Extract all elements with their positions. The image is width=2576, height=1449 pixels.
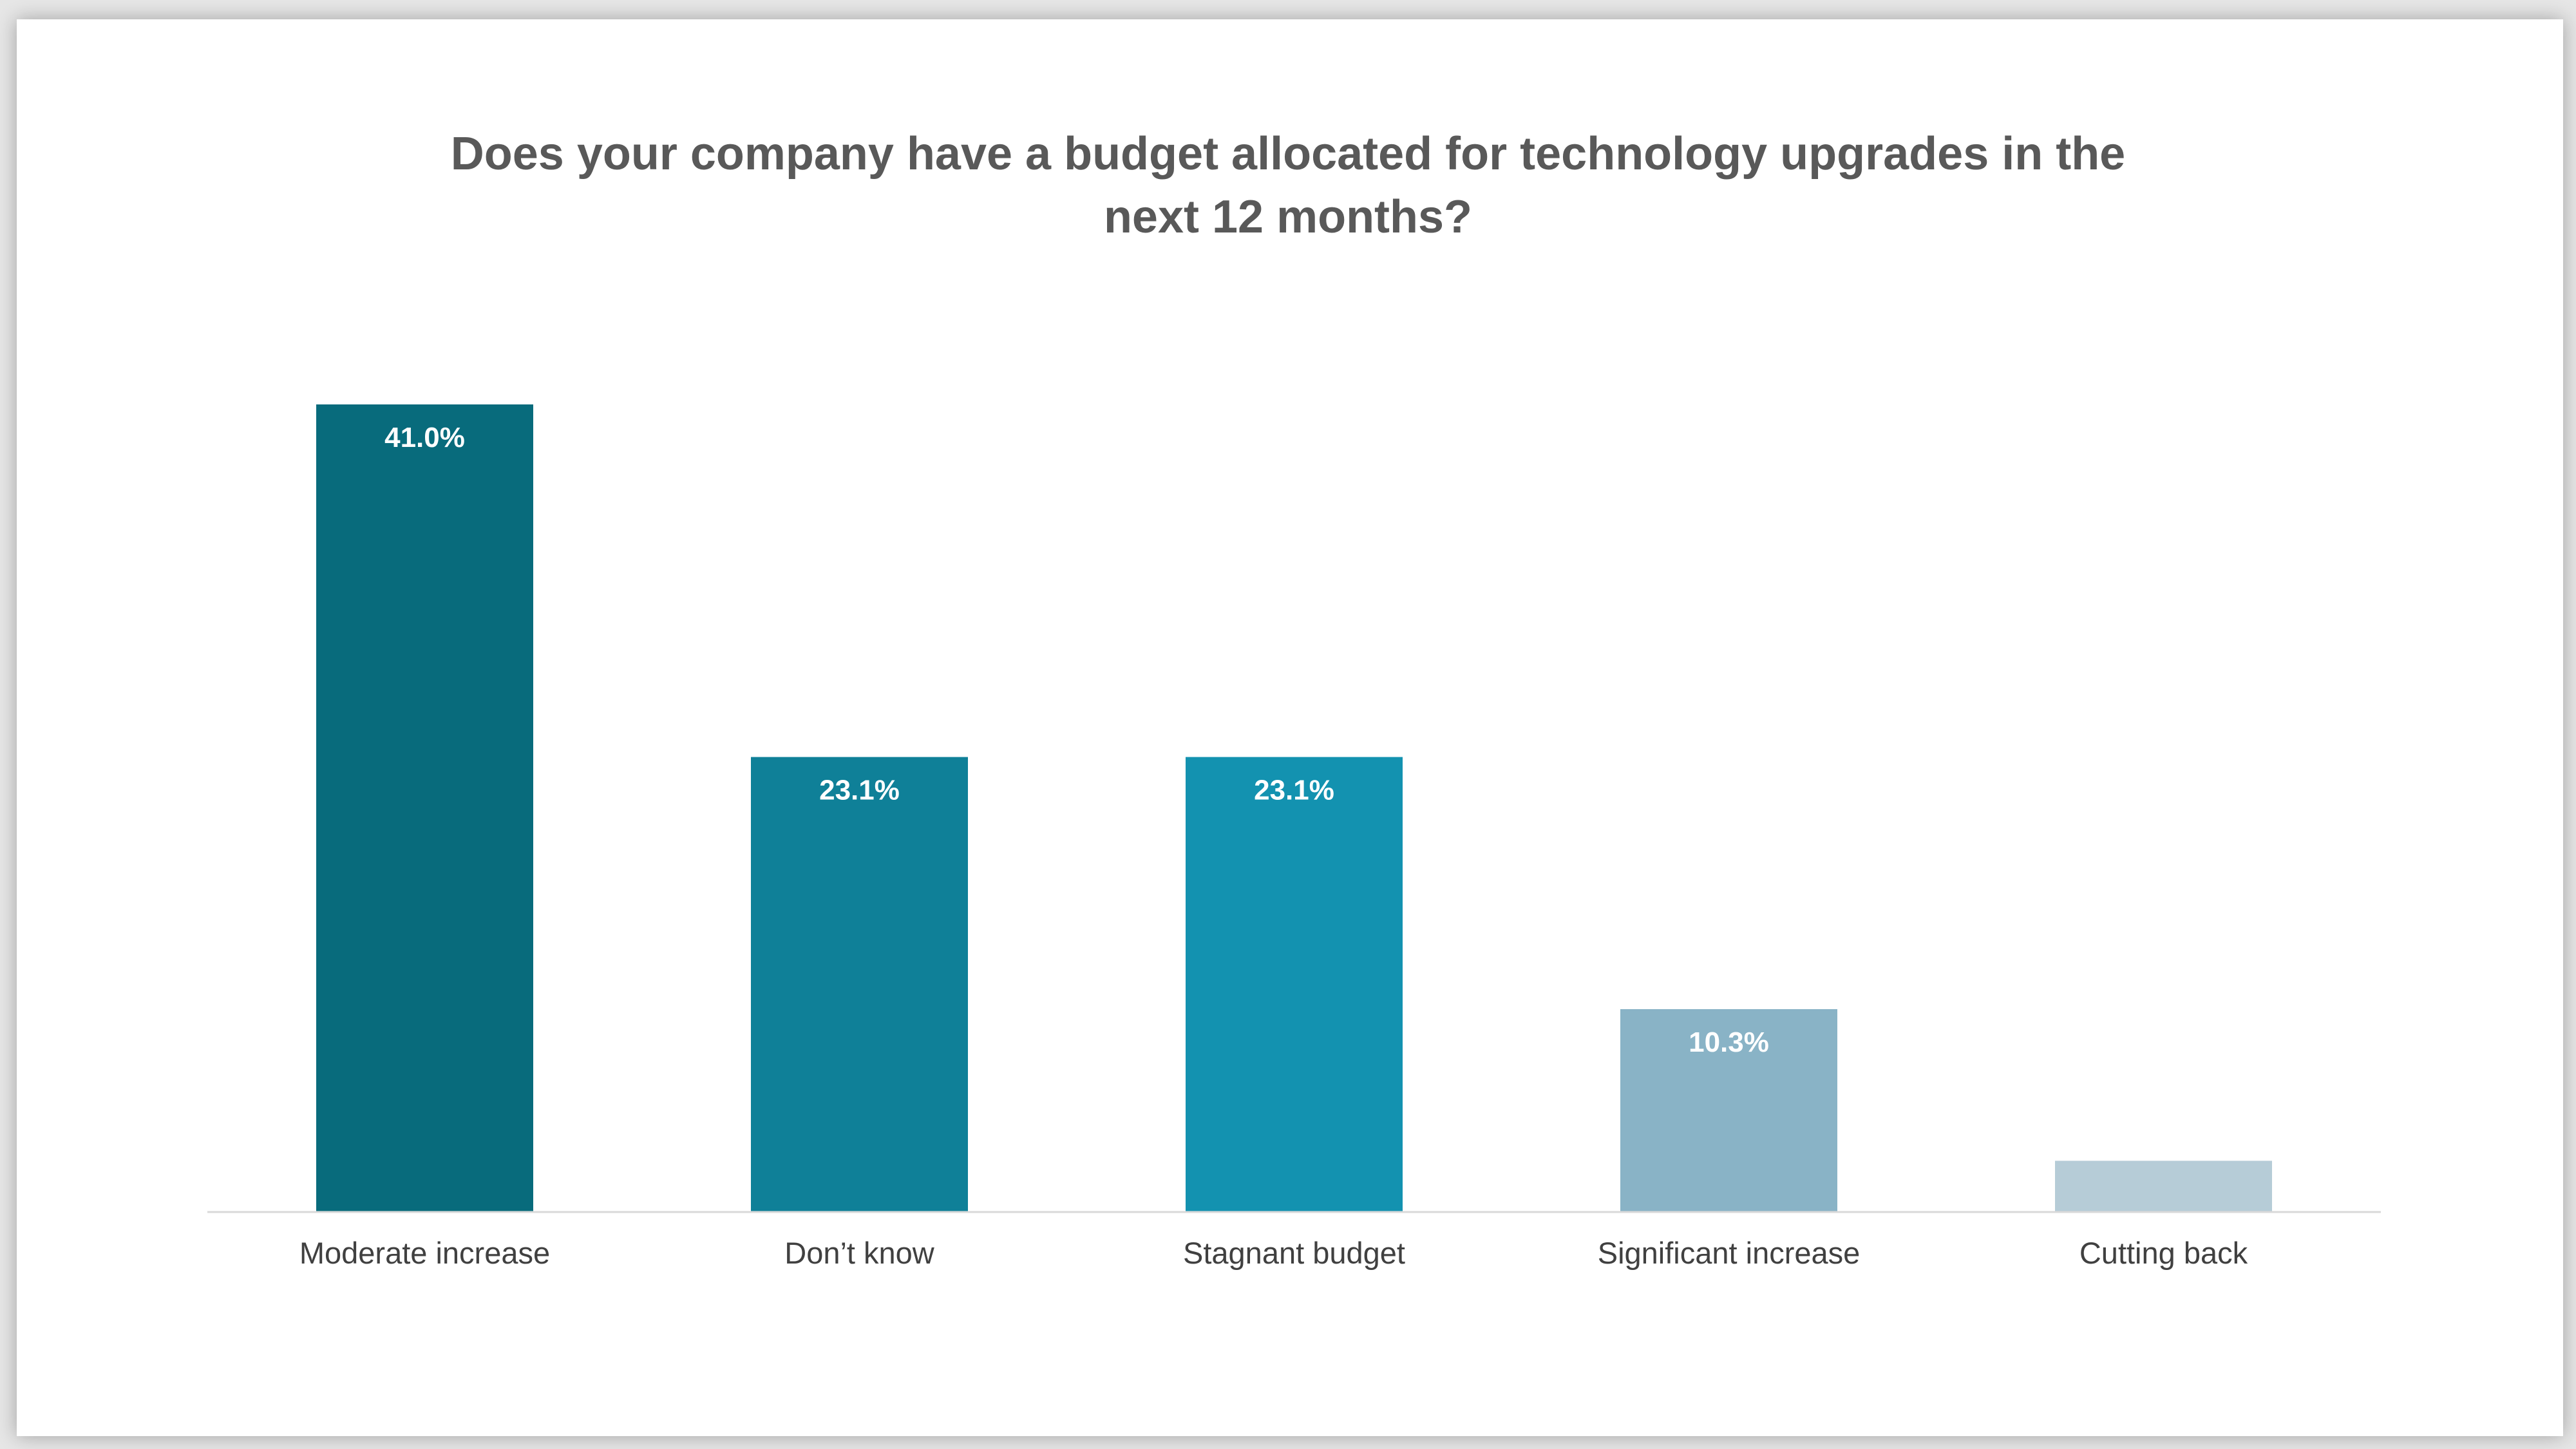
bar-3 <box>1620 1009 1837 1212</box>
bar-value-label-1: 23.1% <box>819 774 900 806</box>
bar-value-label-2: 23.1% <box>1254 774 1334 806</box>
chart-title: Does your company have a budget allocate… <box>0 122 2576 249</box>
chart-title-line-1: Does your company have a budget allocate… <box>450 128 2126 180</box>
category-label-0: Moderate increase <box>299 1236 550 1270</box>
bar-4 <box>2055 1160 2272 1212</box>
category-label-4: Cutting back <box>2079 1236 2248 1270</box>
bar-1 <box>751 757 968 1212</box>
bar-value-label-3: 10.3% <box>1689 1027 1769 1058</box>
chart-title-line-2: next 12 months? <box>1103 191 1473 243</box>
bar-value-label-0: 41.0% <box>384 422 465 453</box>
category-label-2: Stagnant budget <box>1183 1236 1405 1270</box>
category-label-1: Don’t know <box>784 1236 935 1270</box>
bar-0 <box>316 404 533 1212</box>
category-label-3: Significant increase <box>1598 1236 1861 1270</box>
bars-group <box>316 404 2272 1212</box>
bar-2 <box>1186 757 1403 1212</box>
labels-group: 41.0% Moderate increase 23.1% Don’t know 23.… <box>299 422 2248 1270</box>
